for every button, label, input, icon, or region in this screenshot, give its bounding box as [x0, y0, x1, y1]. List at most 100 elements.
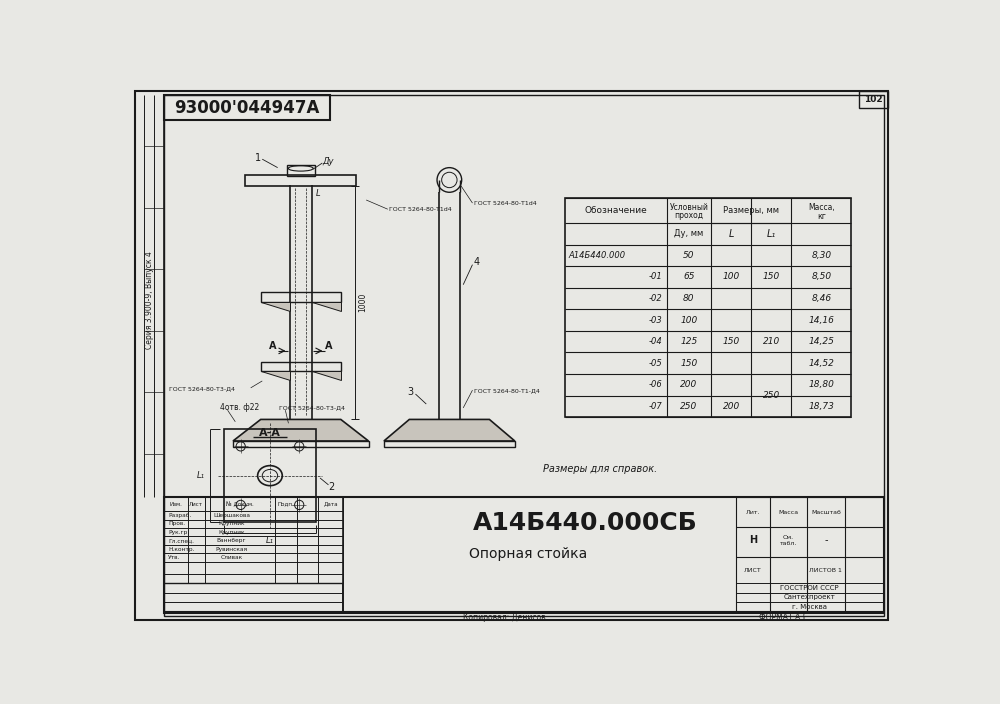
Text: -04: -04	[649, 337, 663, 346]
Text: Копировал: Денисов: Копировал: Денисов	[463, 612, 546, 622]
Text: -01: -01	[649, 272, 663, 282]
Text: Сантехпроект: Сантехпроект	[784, 594, 836, 601]
Text: См.
табл.: См. табл.	[779, 535, 797, 546]
Text: -: -	[824, 535, 828, 546]
Text: ГОСТ 5264-80-Т3-Д4: ГОСТ 5264-80-Т3-Д4	[279, 406, 345, 410]
Text: кг: кг	[817, 212, 826, 220]
Text: L₁: L₁	[266, 536, 274, 545]
Text: -06: -06	[649, 380, 663, 389]
Text: 14,52: 14,52	[808, 359, 834, 367]
Text: 8,30: 8,30	[811, 251, 831, 260]
Text: Крупник: Крупник	[218, 529, 245, 535]
Text: 8,50: 8,50	[811, 272, 831, 282]
Text: А14Б440.000СБ: А14Б440.000СБ	[473, 511, 698, 535]
Text: 50: 50	[683, 251, 695, 260]
Polygon shape	[233, 420, 369, 441]
Text: А: А	[325, 341, 332, 351]
Text: 4отв. ф22: 4отв. ф22	[220, 403, 259, 413]
Bar	[287, 165, 315, 176]
Text: Размеры для справок.: Размеры для справок.	[543, 465, 658, 474]
Text: 150: 150	[723, 337, 740, 346]
Bar	[233, 441, 369, 447]
Text: -02: -02	[649, 294, 663, 303]
Text: проход: проход	[674, 210, 703, 220]
Text: Размеры, мм: Размеры, мм	[723, 206, 779, 215]
Text: Рувинская: Рувинская	[215, 547, 247, 552]
Text: L: L	[728, 229, 734, 239]
Text: Крупник: Крупник	[218, 521, 245, 527]
Bar	[261, 362, 341, 371]
Text: ГОСТ 5264-80-Т1d4: ГОСТ 5264-80-Т1d4	[389, 208, 452, 213]
Text: ЛИСТОВ 1: ЛИСТОВ 1	[809, 568, 842, 573]
Text: 18,80: 18,80	[808, 380, 834, 389]
Text: Серия 3.900-9, Выпуск 4: Серия 3.900-9, Выпуск 4	[145, 251, 154, 349]
Text: № Докум.: № Докум.	[226, 501, 254, 507]
Text: 210: 210	[763, 337, 780, 346]
Text: Ду, мм: Ду, мм	[674, 230, 703, 239]
Text: 250: 250	[680, 402, 697, 411]
Text: 93000'044947А: 93000'044947А	[174, 99, 320, 117]
Text: Обозначение: Обозначение	[584, 206, 647, 215]
Text: 80: 80	[683, 294, 695, 303]
Polygon shape	[261, 371, 290, 380]
Text: Пров.: Пров.	[168, 521, 185, 527]
Text: Лит.: Лит.	[745, 510, 760, 515]
Text: Гл.спец.: Гл.спец.	[168, 538, 194, 543]
Text: 18,73: 18,73	[808, 402, 834, 411]
Text: ГОССТРОЙ СССР: ГОССТРОЙ СССР	[780, 585, 839, 591]
Text: 100: 100	[680, 315, 697, 325]
Bar	[245, 175, 356, 186]
Text: Ваннберг: Ваннберг	[217, 538, 246, 543]
Text: А14Б440.000: А14Б440.000	[569, 251, 626, 260]
Text: 150: 150	[763, 272, 780, 282]
Text: А-А: А-А	[259, 427, 281, 437]
Polygon shape	[261, 301, 290, 311]
Text: Условный: Условный	[669, 203, 708, 213]
Bar	[261, 292, 341, 301]
Bar	[384, 441, 515, 447]
Text: ГОСТ 5264-80-Т1-Д4: ГОСТ 5264-80-Т1-Д4	[474, 389, 540, 394]
Text: 14,16: 14,16	[808, 315, 834, 325]
Text: Шершакова: Шершакова	[213, 513, 250, 518]
Text: 200: 200	[723, 402, 740, 411]
Text: ФОРМАТ А3: ФОРМАТ А3	[759, 612, 805, 622]
Text: Масса,: Масса,	[808, 203, 835, 213]
Text: Разраб.: Разраб.	[168, 513, 192, 518]
Text: Н: Н	[749, 535, 757, 546]
Bar	[164, 95, 330, 120]
Text: Масштаб: Масштаб	[811, 510, 841, 515]
Bar	[859, 91, 888, 108]
Text: 1: 1	[255, 153, 261, 163]
Polygon shape	[384, 420, 515, 441]
Text: Масса: Масса	[778, 510, 798, 515]
Text: Рук.гр.: Рук.гр.	[168, 529, 190, 535]
Text: Ду: Ду	[322, 157, 333, 166]
Bar	[164, 497, 884, 612]
Text: Изм.: Изм.	[170, 502, 182, 507]
Text: 250: 250	[763, 391, 780, 400]
Text: 1000: 1000	[358, 293, 367, 313]
Bar	[565, 199, 851, 417]
Text: ЛИСТ: ЛИСТ	[744, 568, 762, 573]
Text: 8,46: 8,46	[811, 294, 831, 303]
Text: 2: 2	[328, 482, 335, 492]
Text: 3: 3	[408, 387, 414, 398]
Polygon shape	[312, 371, 341, 380]
Text: Сливак: Сливак	[220, 555, 243, 560]
Text: 125: 125	[680, 337, 697, 346]
Text: L₁: L₁	[196, 471, 205, 480]
Text: 102: 102	[864, 94, 883, 103]
Text: г. Москва: г. Москва	[792, 603, 827, 610]
Text: Лист: Лист	[189, 502, 203, 507]
Text: ГОСТ 5264-80-Т3-Д4: ГОСТ 5264-80-Т3-Д4	[169, 386, 235, 391]
Text: Опорная стойка: Опорная стойка	[469, 547, 587, 561]
Text: L: L	[315, 189, 320, 199]
Text: ГОСТ 5264-80-Т1d4: ГОСТ 5264-80-Т1d4	[474, 201, 537, 206]
Bar	[224, 429, 316, 522]
Text: -05: -05	[649, 359, 663, 367]
Text: 65: 65	[683, 272, 695, 282]
Text: 150: 150	[680, 359, 697, 367]
Text: А: А	[269, 341, 277, 351]
Text: 200: 200	[680, 380, 697, 389]
Text: L₁: L₁	[767, 229, 776, 239]
